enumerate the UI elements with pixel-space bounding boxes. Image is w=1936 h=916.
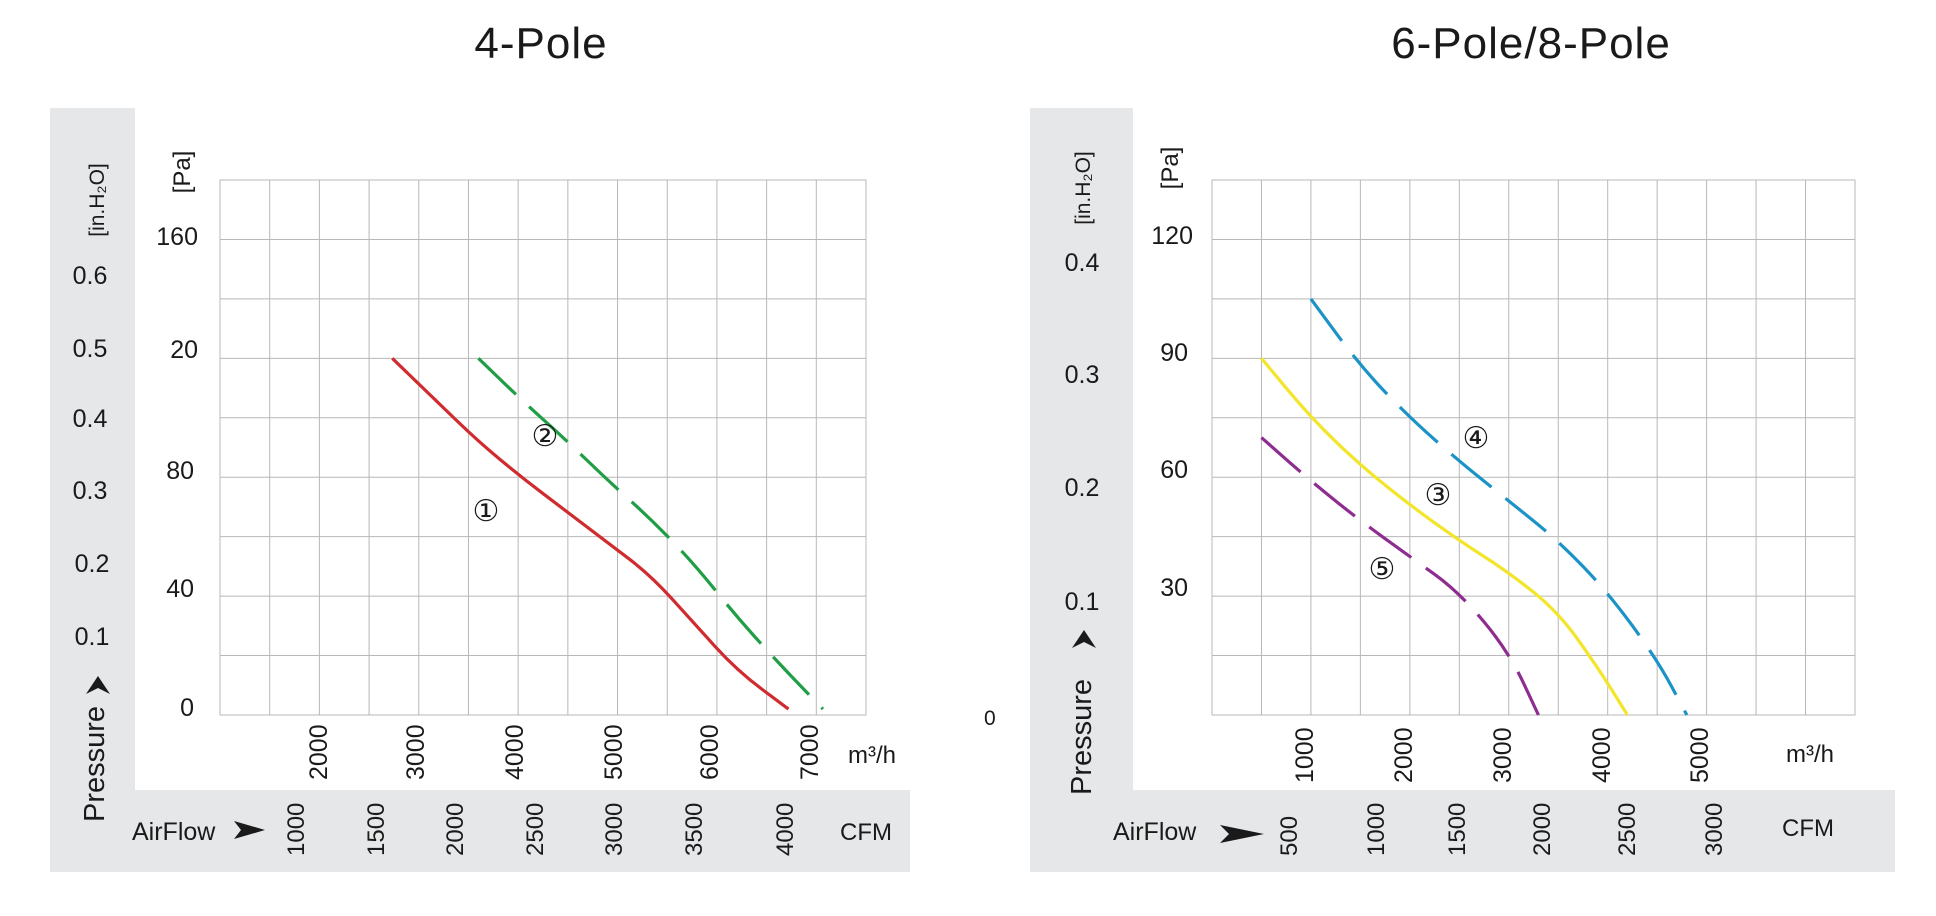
axis-panel bbox=[1030, 108, 1895, 872]
inh2o-tick: 0.6 bbox=[73, 262, 108, 290]
plot-area bbox=[1212, 180, 1855, 715]
chart-4-pole: 4-Pole [Pa] [in.H₂O] 160 20 80 40 0 0.6 … bbox=[50, 19, 910, 872]
series-line bbox=[1260, 436, 1540, 716]
inh2o-unit-label: [in.H₂O] bbox=[1072, 151, 1095, 225]
cfm-tick: 1000 bbox=[1363, 803, 1390, 856]
cfm-tick: 1500 bbox=[1444, 803, 1471, 856]
pa-tick: 0 bbox=[180, 694, 194, 722]
series-line bbox=[1260, 357, 1629, 716]
pressure-axis-label: Pressure bbox=[1066, 630, 1098, 795]
m3h-tick: 3000 bbox=[1489, 727, 1517, 783]
cfm-tick: 4000 bbox=[772, 803, 799, 856]
series-line bbox=[1309, 297, 1689, 716]
cfm-tick: 1500 bbox=[363, 803, 390, 856]
inh2o-unit-label: [in.H₂O] bbox=[86, 163, 109, 237]
m3h-tick: 7000 bbox=[796, 724, 824, 780]
series-group bbox=[1260, 297, 1689, 716]
cfm-tick: 3000 bbox=[1701, 803, 1728, 856]
pa-tick: 30 bbox=[1160, 574, 1188, 602]
m3h-tick: 3000 bbox=[402, 724, 430, 780]
arrow-icon bbox=[1072, 630, 1096, 648]
inh2o-tick: 0.1 bbox=[75, 623, 110, 651]
cfm-tick: 2000 bbox=[1529, 803, 1556, 856]
grid bbox=[219, 179, 867, 716]
curve-marker: ③ bbox=[1425, 478, 1452, 513]
pa-tick: 20 bbox=[170, 336, 198, 364]
pa-unit-label: [Pa] bbox=[1157, 147, 1184, 190]
cfm-unit: CFM bbox=[840, 819, 892, 846]
airflow-label: AirFlow bbox=[1113, 818, 1197, 846]
inh2o-tick: 0.3 bbox=[73, 477, 108, 505]
m3h-tick: 2000 bbox=[305, 724, 333, 780]
m3h-tick: 4000 bbox=[1588, 727, 1616, 783]
curve-marker: ② bbox=[532, 419, 559, 454]
inh2o-tick: 0.4 bbox=[73, 405, 108, 433]
chart-title: 6-Pole/8-Pole bbox=[1391, 19, 1671, 68]
axis-panel bbox=[50, 108, 910, 872]
pressure-label: Pressure bbox=[79, 706, 111, 822]
cfm-tick: 3000 bbox=[601, 803, 628, 856]
m3h-tick: 1000 bbox=[1291, 727, 1319, 783]
arrow-icon bbox=[234, 821, 265, 839]
m3h-unit: m³/h bbox=[848, 742, 896, 769]
pa-tick: 80 bbox=[166, 457, 194, 485]
m3h-tick: 2000 bbox=[1390, 727, 1418, 783]
grid bbox=[1211, 179, 1856, 716]
pa-unit-label: [Pa] bbox=[169, 151, 196, 194]
series-line bbox=[477, 357, 825, 711]
m3h-tick: 5000 bbox=[1686, 727, 1714, 783]
pa-tick: 60 bbox=[1160, 456, 1188, 484]
chart-title: 4-Pole bbox=[474, 19, 607, 68]
pa-tick: 40 bbox=[166, 575, 194, 603]
stray-zero-label: 0 bbox=[984, 707, 996, 730]
cfm-tick: 2500 bbox=[522, 803, 549, 856]
inh2o-tick: 0.2 bbox=[1065, 474, 1100, 502]
arrow-icon bbox=[86, 676, 110, 694]
cfm-tick: 2500 bbox=[1614, 803, 1641, 856]
cfm-unit: CFM bbox=[1782, 815, 1834, 842]
series-line bbox=[391, 357, 790, 711]
m3h-unit: m³/h bbox=[1786, 741, 1834, 768]
inh2o-tick: 0.3 bbox=[1065, 361, 1100, 389]
inh2o-tick: 0.1 bbox=[1065, 588, 1100, 616]
m3h-tick: 6000 bbox=[696, 724, 724, 780]
plot-frame bbox=[1211, 179, 1856, 716]
cfm-tick: 2000 bbox=[442, 803, 469, 856]
plot-area bbox=[220, 180, 866, 715]
pa-tick: 160 bbox=[156, 223, 198, 251]
inh2o-tick: 0.4 bbox=[1065, 249, 1100, 277]
m3h-tick: 4000 bbox=[501, 724, 529, 780]
curve-marker: ⑤ bbox=[1369, 552, 1396, 587]
pa-tick: 90 bbox=[1160, 339, 1188, 367]
pressure-axis-label: Pressure bbox=[79, 676, 111, 822]
inh2o-tick: 0.2 bbox=[75, 550, 110, 578]
cfm-tick: 1000 bbox=[283, 803, 310, 856]
cfm-tick: 3500 bbox=[681, 803, 708, 856]
pressure-label: Pressure bbox=[1066, 679, 1098, 795]
plot-frame bbox=[219, 179, 867, 716]
airflow-label: AirFlow bbox=[132, 818, 216, 846]
cfm-tick: 500 bbox=[1276, 816, 1303, 856]
inh2o-tick: 0.5 bbox=[73, 335, 108, 363]
arrow-icon bbox=[1220, 825, 1264, 843]
curve-marker: ④ bbox=[1463, 421, 1490, 456]
chart-6-8-pole: 6-Pole/8-Pole 0 [Pa] [in.H₂O] 120 90 60 … bbox=[984, 19, 1895, 872]
series-group bbox=[391, 357, 825, 711]
curve-marker: ① bbox=[473, 494, 500, 529]
pa-tick: 120 bbox=[1151, 222, 1193, 250]
m3h-tick: 5000 bbox=[600, 724, 628, 780]
